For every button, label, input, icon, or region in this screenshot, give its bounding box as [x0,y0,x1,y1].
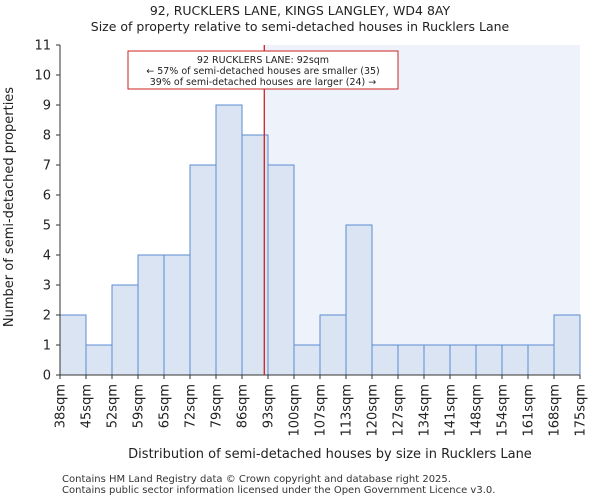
bar [215,104,243,376]
x-tick-label: 45sqm [80,384,95,428]
bar [423,344,451,376]
y-tick-label: 1 [43,339,51,354]
x-tick-label: 86sqm [236,384,251,428]
y-tick-label: 10 [34,69,51,84]
y-axis-label: Number of semi-detached properties [2,87,17,327]
x-tick-label: 127sqm [392,384,407,437]
annotation-line-1: 92 RUCKLERS LANE: 92sqm [197,55,329,66]
bar [59,314,87,376]
y-tick-label: 9 [43,99,51,114]
bar [163,254,191,376]
bar [475,344,503,376]
bar [319,314,347,376]
bar [501,344,529,376]
x-tick-label: 154sqm [496,384,511,437]
y-tick-label: 6 [43,189,51,204]
x-tick-label: 93sqm [262,384,277,428]
x-tick-label: 100sqm [288,384,303,437]
x-tick-label: 59sqm [132,384,147,428]
x-tick-label: 38sqm [54,384,69,428]
x-tick-label: 113sqm [340,384,355,437]
bar [397,344,425,376]
bar [449,344,477,376]
bar [267,164,295,376]
footer-attribution-2: Contains public sector information licen… [62,485,496,496]
y-tick-label: 11 [34,39,51,54]
footer-attribution-1: Contains HM Land Registry data © Crown c… [62,474,451,485]
x-tick-label: 161sqm [522,384,537,437]
x-tick-label: 107sqm [314,384,329,437]
bar [85,344,113,376]
bar [553,314,581,376]
bar [527,344,555,376]
y-tick-label: 7 [43,159,51,174]
x-tick-label: 72sqm [184,384,199,428]
annotation-line-2: ← 57% of semi-detached houses are smalle… [146,66,380,77]
x-tick-label: 175sqm [574,384,589,437]
x-axis-label: Distribution of semi-detached houses by … [128,447,532,462]
x-tick-label: 148sqm [470,384,485,437]
y-tick-label: 5 [43,219,51,234]
x-tick-label: 52sqm [106,384,121,428]
y-tick-label: 0 [43,369,51,384]
y-tick-label: 3 [43,279,51,294]
x-tick-label: 65sqm [158,384,173,428]
annotation-box [127,50,399,90]
annotation-line-3: 39% of semi-detached houses are larger (… [150,77,377,88]
x-tick-label: 120sqm [366,384,381,437]
bar [345,224,373,376]
y-tick-label: 4 [43,249,51,264]
chart-title-line1: 92, RUCKLERS LANE, KINGS LANGLEY, WD4 8A… [149,3,451,18]
x-tick-label: 134sqm [418,384,433,437]
y-tick-label: 8 [43,129,51,144]
chart-title-line2: Size of property relative to semi-detach… [90,19,510,34]
x-tick-label: 79sqm [210,384,225,428]
bar [137,254,165,376]
bar [111,284,139,376]
bar [189,164,217,376]
y-tick-label: 2 [43,309,51,324]
highlight-region [264,45,580,375]
bar [371,344,399,376]
bar [293,344,321,376]
x-tick-label: 141sqm [444,384,459,437]
x-tick-label: 168sqm [548,384,563,437]
